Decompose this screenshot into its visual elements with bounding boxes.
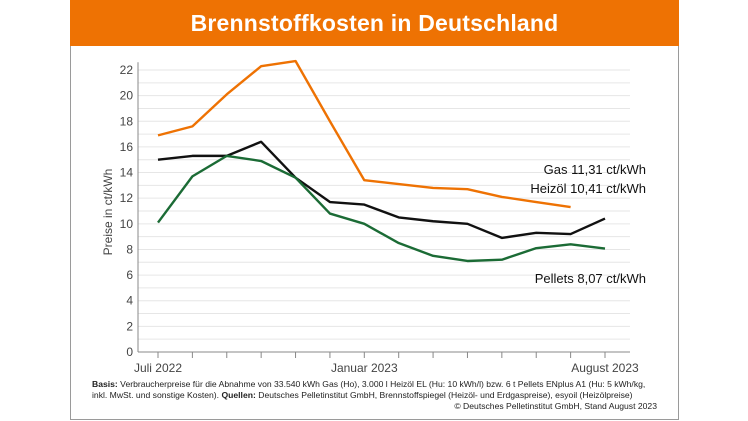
series-label-pellets: Pellets 8,07 ct/kWh	[535, 271, 646, 286]
y-tick-label: 6	[126, 268, 133, 282]
y-tick-label: 0	[126, 345, 133, 359]
x-tick-label: August 2023	[571, 361, 639, 375]
x-tick-label: Januar 2023	[331, 361, 398, 375]
basis-text: Verbraucherpreise für die Abnahme von 33…	[92, 379, 646, 400]
y-tick-label: 2	[126, 319, 133, 333]
y-tick-label: 8	[126, 242, 133, 256]
series-label-heizöl: Heizöl 10,41 ct/kWh	[530, 181, 646, 196]
footer-note: Basis: Verbraucherpreise für die Abnahme…	[92, 379, 657, 412]
y-tick-label: 20	[120, 89, 134, 103]
y-tick-label: 22	[120, 63, 134, 77]
sources-text: Deutsches Pelletinstitut GmbH, Brennstof…	[255, 390, 633, 400]
chart-title: Brennstoffkosten in Deutschland	[70, 0, 679, 46]
sources-label: Quellen:	[221, 390, 256, 400]
y-tick-label: 10	[120, 217, 134, 231]
series-label-gas: Gas 11,31 ct/kWh	[544, 162, 646, 177]
y-tick-label: 14	[120, 166, 134, 180]
y-axis-label: Preise in ct/kWh	[101, 169, 115, 256]
basis-label: Basis:	[92, 379, 118, 389]
series-line-gas	[157, 59, 571, 209]
series-line-pellets	[157, 154, 606, 263]
x-tick-label: Juli 2022	[134, 361, 182, 375]
y-tick-label: 4	[126, 294, 133, 308]
series-line-heizöl	[157, 140, 606, 240]
y-tick-label: 12	[120, 191, 134, 205]
copyright: © Deutsches Pelletinstitut GmbH, Stand A…	[454, 401, 657, 411]
y-tick-label: 18	[120, 114, 134, 128]
y-tick-label: 16	[120, 140, 134, 154]
